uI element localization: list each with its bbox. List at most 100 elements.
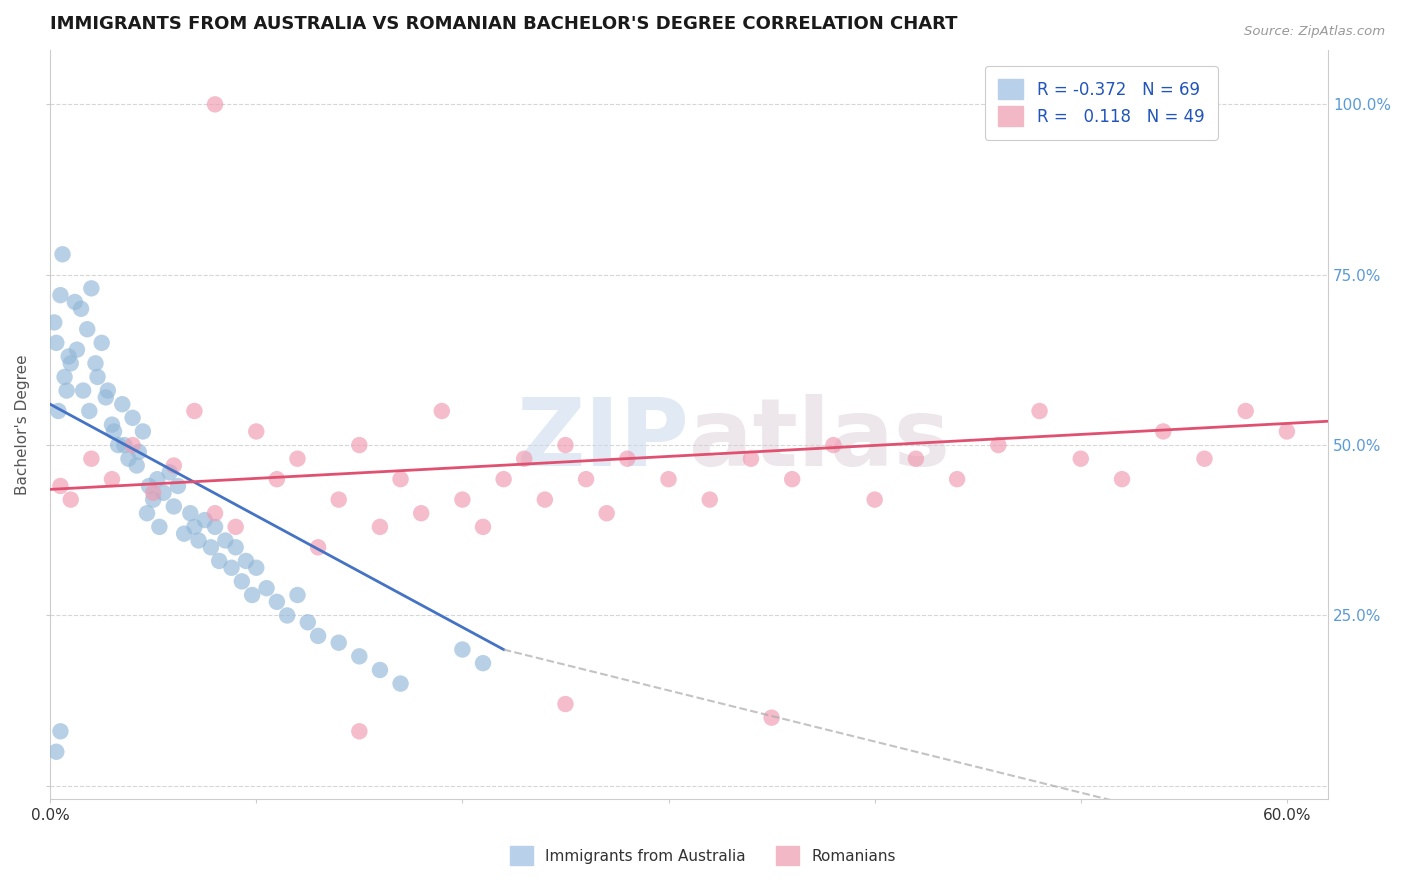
Point: [231, 574, 253, 589]
Point: [266, 472, 288, 486]
Point: [112, 438, 135, 452]
Point: [80, 451, 103, 466]
Point: [307, 629, 329, 643]
Point: [179, 506, 201, 520]
Point: [1070, 451, 1092, 466]
Point: [368, 520, 391, 534]
Point: [66, 343, 89, 357]
Point: [1152, 425, 1174, 439]
Point: [276, 608, 298, 623]
Point: [451, 492, 474, 507]
Legend: R = -0.372   N = 69, R =   0.118   N = 49: R = -0.372 N = 69, R = 0.118 N = 49: [986, 66, 1218, 140]
Point: [492, 472, 515, 486]
Point: [103, 425, 125, 439]
Point: [761, 711, 783, 725]
Point: [49, 288, 72, 302]
Point: [194, 513, 217, 527]
Point: [80, 281, 103, 295]
Point: [657, 472, 679, 486]
Point: [1194, 451, 1216, 466]
Point: [128, 445, 150, 459]
Point: [368, 663, 391, 677]
Text: Source: ZipAtlas.com: Source: ZipAtlas.com: [1244, 25, 1385, 38]
Point: [287, 588, 309, 602]
Point: [163, 458, 186, 473]
Point: [163, 500, 186, 514]
Point: [97, 384, 120, 398]
Point: [235, 554, 257, 568]
Point: [214, 533, 236, 548]
Point: [266, 595, 288, 609]
Point: [389, 472, 412, 486]
Point: [823, 438, 845, 452]
Point: [142, 492, 165, 507]
Point: [125, 458, 148, 473]
Point: [146, 472, 169, 486]
Point: [328, 492, 350, 507]
Point: [167, 479, 190, 493]
Point: [204, 97, 226, 112]
Point: [72, 384, 94, 398]
Point: [472, 656, 495, 670]
Point: [595, 506, 617, 520]
Point: [94, 390, 117, 404]
Point: [142, 485, 165, 500]
Point: [59, 356, 82, 370]
Point: [55, 384, 77, 398]
Point: [349, 649, 371, 664]
Point: [86, 370, 108, 384]
Point: [740, 451, 762, 466]
Point: [208, 554, 231, 568]
Point: [430, 404, 453, 418]
Point: [204, 520, 226, 534]
Point: [411, 506, 433, 520]
Point: [904, 451, 927, 466]
Point: [111, 397, 134, 411]
Point: [121, 410, 143, 425]
Point: [225, 520, 247, 534]
Point: [132, 425, 155, 439]
Point: [48, 404, 70, 418]
Point: [1028, 404, 1050, 418]
Point: [107, 438, 129, 452]
Point: [70, 301, 93, 316]
Point: [451, 642, 474, 657]
Point: [1111, 472, 1133, 486]
Point: [389, 676, 412, 690]
Point: [63, 295, 86, 310]
Point: [45, 335, 67, 350]
Point: [59, 492, 82, 507]
Point: [221, 560, 243, 574]
Point: [90, 335, 112, 350]
Point: [152, 485, 174, 500]
Point: [204, 506, 226, 520]
Point: [1234, 404, 1257, 418]
Point: [780, 472, 803, 486]
Point: [225, 541, 247, 555]
Point: [240, 588, 263, 602]
Point: [51, 247, 73, 261]
Point: [699, 492, 721, 507]
Point: [49, 479, 72, 493]
Y-axis label: Bachelor's Degree: Bachelor's Degree: [15, 354, 30, 495]
Point: [53, 370, 76, 384]
Point: [534, 492, 557, 507]
Point: [616, 451, 638, 466]
Point: [117, 451, 139, 466]
Legend: Immigrants from Australia, Romanians: Immigrants from Australia, Romanians: [503, 840, 903, 871]
Point: [256, 581, 278, 595]
Text: IMMIGRANTS FROM AUSTRALIA VS ROMANIAN BACHELOR'S DEGREE CORRELATION CHART: IMMIGRANTS FROM AUSTRALIA VS ROMANIAN BA…: [51, 15, 957, 33]
Point: [946, 472, 969, 486]
Point: [297, 615, 319, 630]
Point: [200, 541, 222, 555]
Point: [76, 322, 98, 336]
Point: [138, 479, 160, 493]
Point: [159, 466, 181, 480]
Text: ZIP: ZIP: [516, 393, 689, 485]
Point: [58, 350, 80, 364]
Point: [84, 356, 107, 370]
Point: [183, 520, 205, 534]
Point: [101, 417, 124, 432]
Point: [1275, 425, 1298, 439]
Point: [49, 724, 72, 739]
